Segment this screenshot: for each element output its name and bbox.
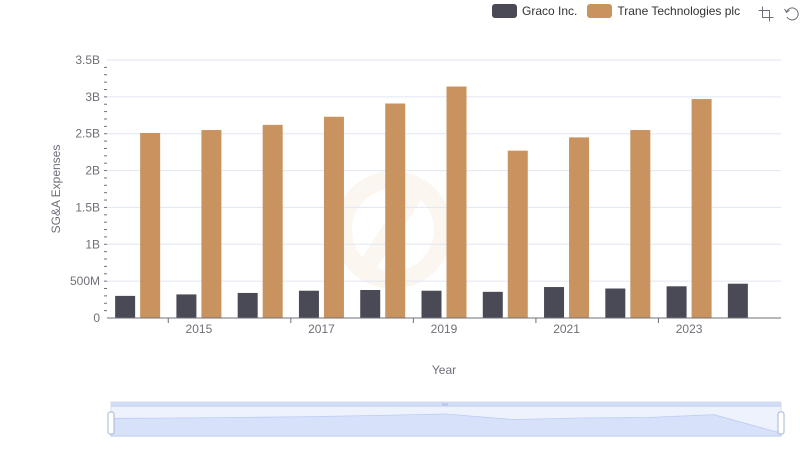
x-tick-label: 2021 [553,322,580,336]
y-tick-label: 2.5B [75,127,100,141]
datazoom-left-handle[interactable] [107,411,115,435]
y-tick-label: 0 [93,311,100,325]
restore-icon[interactable] [784,6,800,22]
bar-trane-2019[interactable] [446,86,467,318]
y-tick-label: 1.5B [75,200,100,214]
y-axis-title: SG&A Expenses [49,145,63,234]
bar-graco-2016[interactable] [237,292,258,318]
bar-trane-2015[interactable] [201,130,222,318]
datazoom-preview-area [110,413,782,437]
datazoom-right-handle[interactable] [777,411,785,435]
y-tick-label: 3.5B [75,53,100,67]
bar-graco-2017[interactable] [298,290,319,318]
x-axis-title: Year [432,363,456,377]
bars [115,86,748,319]
bar-trane-2022[interactable] [630,130,651,318]
x-tick-label: 2017 [308,322,335,336]
bar-graco-2019[interactable] [421,290,442,318]
legend-item-trane[interactable]: Trane Technologies plc [587,4,740,18]
legend-swatch-graco [492,4,517,18]
bar-trane-2023[interactable] [691,99,712,318]
bar-trane-2017[interactable] [323,116,344,318]
datazoom-selection[interactable] [111,402,781,436]
x-tick-label: 2019 [431,322,458,336]
y-axis-tick-labels: 0 500M 1B 1.5B 2B 2.5B 3B 3.5B [70,53,100,325]
datazoom-grip-icon [442,403,448,406]
legend-swatch-trane [587,4,613,18]
x-tick-label: 2015 [186,322,213,336]
x-axis-tick-labels: 2015 2017 2019 2021 2023 [186,322,703,336]
bar-graco-2021[interactable] [544,287,565,318]
y-tick-label: 1B [85,237,100,251]
x-axis-ticks [167,318,659,323]
legend-label-trane: Trane Technologies plc [617,4,741,18]
bar-graco-2014[interactable] [115,295,136,318]
bar-trane-2016[interactable] [262,124,283,319]
y-tick-label: 3B [85,90,100,104]
zoom-icon[interactable] [758,6,774,22]
legend-item-graco[interactable]: Graco Inc. [492,4,577,18]
bar-trane-2020[interactable] [507,150,528,318]
y-minor-ticks [104,66,107,312]
bar-graco-2022[interactable] [605,288,626,318]
legend-label-graco: Graco Inc. [522,4,578,18]
toolbox [748,6,800,22]
datazoom-slider[interactable] [107,401,785,437]
y-tick-label: 2B [85,164,100,178]
bar-trane-2018[interactable] [385,103,406,319]
bar-trane-2014[interactable] [140,132,161,318]
bar-graco-2020[interactable] [482,291,503,318]
y-tick-label: 500M [70,274,100,288]
bar-graco-2023[interactable] [666,286,687,318]
bar-graco-2024[interactable] [727,283,748,318]
legend: Graco Inc. Trane Technologies plc [492,4,750,18]
bar-graco-2018[interactable] [360,289,381,318]
bar-trane-2021[interactable] [569,137,590,318]
x-tick-label: 2023 [676,322,703,336]
bar-graco-2015[interactable] [176,294,197,318]
